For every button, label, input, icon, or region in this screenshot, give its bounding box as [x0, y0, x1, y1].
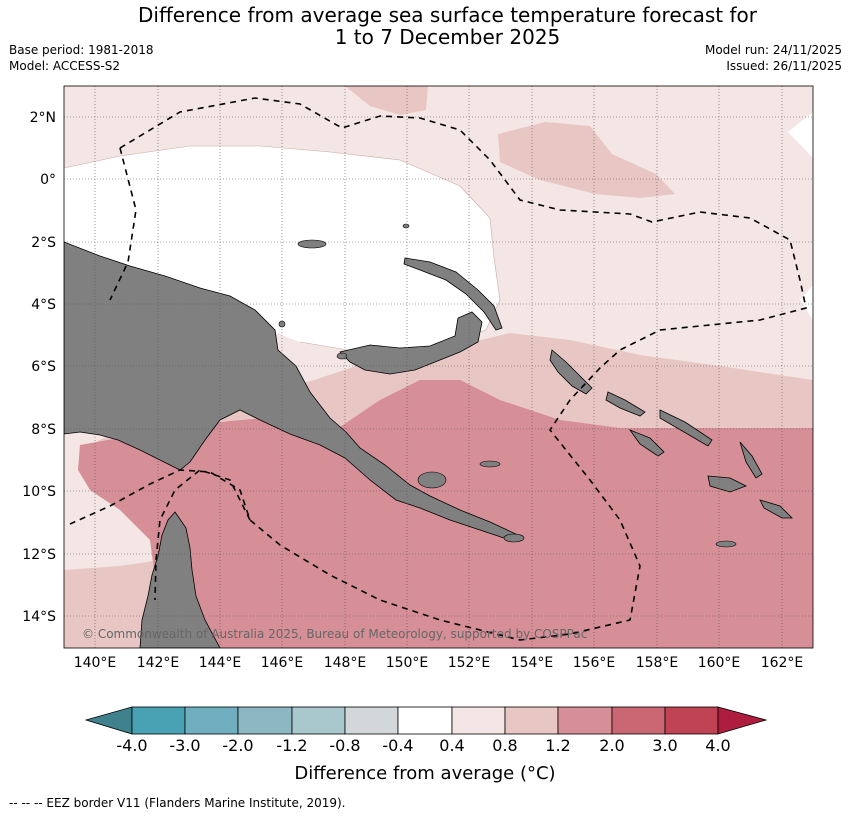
- base-period: Base period: 1981-2018: [9, 43, 154, 57]
- lon-label: 156°E: [573, 655, 616, 671]
- lon-label: 142°E: [137, 655, 180, 671]
- colorbar-tick-label: 4.0: [705, 736, 731, 755]
- colorbar: [84, 706, 768, 735]
- lon-label: 150°E: [386, 655, 429, 671]
- lon-label: 158°E: [636, 655, 679, 671]
- colorbar-title: Difference from average (°C): [294, 763, 556, 784]
- colorbar-tick-label: 3.0: [652, 736, 678, 755]
- map-area: © Commonwealth of Australia 2025, Bureau…: [64, 86, 813, 648]
- colorbar-segment: [664, 706, 719, 735]
- graticule: [64, 86, 813, 648]
- land-new-ireland: [403, 257, 503, 331]
- lat-label: 12°S: [22, 547, 56, 563]
- colorbar-segment: [344, 706, 399, 735]
- land-mussau: [402, 223, 410, 229]
- land-manus: [297, 239, 327, 249]
- colorbar-segment: [184, 706, 239, 735]
- land-bougainville: [549, 349, 593, 395]
- lon-label: 140°E: [74, 655, 117, 671]
- anomaly-band-0-8-northeast: [498, 122, 675, 198]
- land-louisiade: [503, 533, 525, 543]
- lat-label: 0°: [40, 172, 56, 188]
- lat-label: 4°S: [31, 297, 56, 313]
- eez-border-australia: [154, 469, 251, 601]
- colorbar-tick-label: 2.0: [599, 736, 625, 755]
- land-solomon-2: [659, 409, 713, 447]
- land-new-britain: [339, 311, 483, 375]
- colorbar-segment: [451, 706, 506, 735]
- issued-date: Issued: 26/11/2025: [726, 59, 842, 73]
- meta-right: Model run: 24/11/2025 Issued: 26/11/2025: [705, 42, 842, 74]
- lon-label: 152°E: [448, 655, 491, 671]
- title-line-1: Difference from average sea surface temp…: [137, 3, 757, 27]
- latitude-labels: 2°N 0° 2°S 4°S 6°S 8°S 10°S 12°S 14°S: [22, 110, 56, 625]
- colorbar-tick-label: -3.0: [169, 736, 201, 755]
- land-cape-york: [139, 511, 221, 648]
- colorbar-tick-label: 0.8: [492, 736, 518, 755]
- lat-label: 6°S: [31, 359, 56, 375]
- colorbar-segment: [237, 706, 293, 735]
- lon-label: 154°E: [511, 655, 554, 671]
- eez-footnote: -- -- -- EEZ border V11 (Flanders Marine…: [9, 796, 346, 810]
- model-run: Model run: 24/11/2025: [704, 43, 842, 57]
- land-d-entrecasteaux: [417, 471, 447, 489]
- eez-border-west: [109, 147, 137, 301]
- colorbar-segment: [504, 706, 559, 735]
- colorbar-segment: [291, 706, 346, 735]
- land-solomon-3: [628, 429, 665, 457]
- model-name: Model: ACCESS-S2: [9, 59, 121, 73]
- lon-label: 162°E: [761, 655, 804, 671]
- land-solomon-5: [707, 475, 747, 493]
- colorbar-tick-label: -2.0: [222, 736, 254, 755]
- page-title: Difference from average sea surface temp…: [0, 4, 850, 48]
- lon-label: 148°E: [324, 655, 367, 671]
- copyright-notice: © Commonwealth of Australia 2025, Bureau…: [82, 627, 587, 641]
- land-trobriand: [479, 460, 501, 468]
- lat-label: 10°S: [22, 484, 56, 500]
- lat-label: 2°S: [31, 235, 56, 251]
- land-solomon-6: [759, 499, 793, 519]
- land-solomon-1: [605, 391, 646, 417]
- longitude-labels: 140°E 142°E 144°E 146°E 148°E 150°E 152°…: [74, 655, 804, 671]
- colorbar-tick-label: 1.2: [545, 736, 571, 755]
- lon-label: 146°E: [261, 655, 304, 671]
- lon-label: 160°E: [698, 655, 741, 671]
- title-line-2: 1 to 7 December 2025: [334, 25, 561, 49]
- anomaly-neutral-region-east: [788, 112, 813, 320]
- land-umboi: [336, 352, 348, 360]
- colorbar-tick-label: -0.4: [382, 736, 414, 755]
- colorbar-segment-low-extend: [84, 706, 133, 735]
- meta-left: Base period: 1981-2018 Model: ACCESS-S2: [9, 42, 154, 74]
- colorbar-segment-high-extend: [717, 706, 768, 735]
- land-solomon-4: [739, 441, 763, 479]
- colorbar-segment: [557, 706, 613, 735]
- colorbar-tick-label: -1.2: [276, 736, 308, 755]
- lat-label: 2°N: [30, 110, 56, 126]
- colorbar-segment: [131, 706, 186, 735]
- colorbar-tick-label: -4.0: [116, 736, 148, 755]
- eez-border: [69, 97, 807, 641]
- land-new-guinea: [64, 241, 522, 541]
- lon-label: 144°E: [199, 655, 242, 671]
- lat-label: 8°S: [31, 422, 56, 438]
- lat-label: 14°S: [22, 609, 56, 625]
- colorbar-tick-label: -0.8: [329, 736, 361, 755]
- colorbar-segment: [611, 706, 666, 735]
- land-rossel: [715, 540, 737, 548]
- map-frame: [63, 85, 814, 649]
- colorbar-segment: [397, 706, 453, 735]
- colorbar-tick-label: 0.4: [439, 736, 465, 755]
